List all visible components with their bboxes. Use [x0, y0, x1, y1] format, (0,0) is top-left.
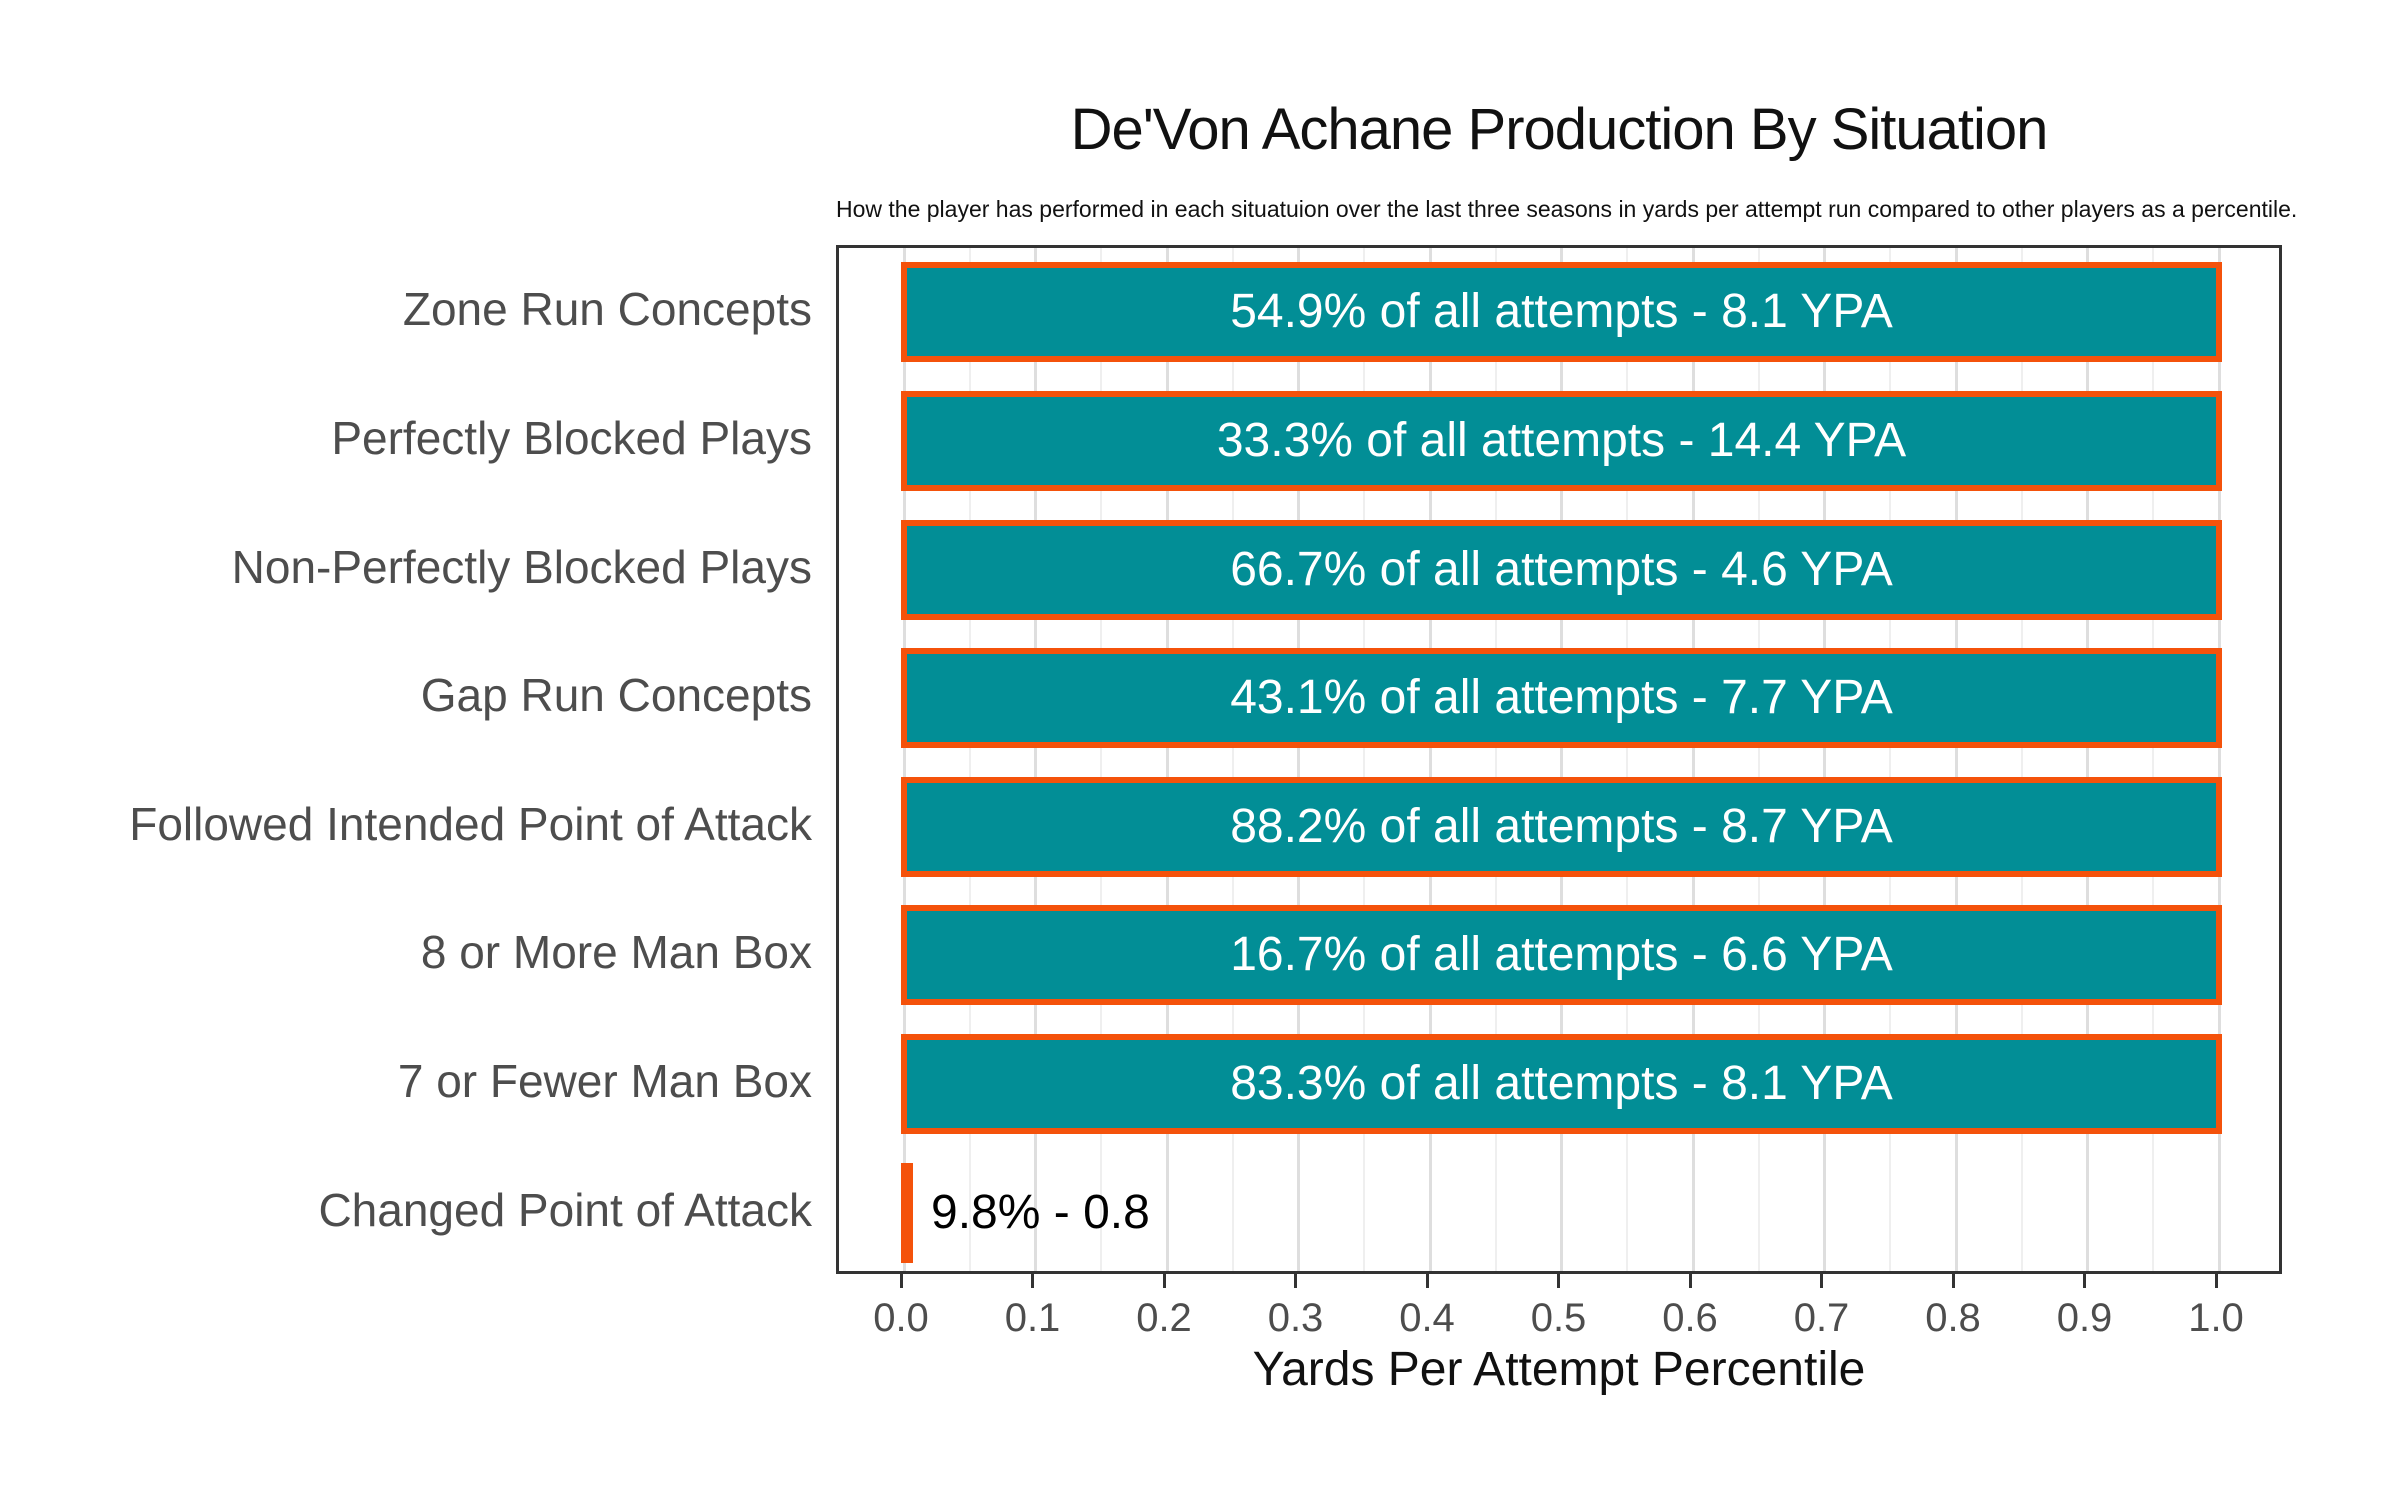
x-tick-label: 0.2 [1136, 1296, 1192, 1340]
category-label: Zone Run Concepts [402, 283, 812, 336]
gridline-major [1560, 248, 1563, 1271]
category-label: 7 or Fewer Man Box [397, 1055, 812, 1108]
gridline-major [1165, 248, 1169, 1271]
bar-non-perfectly-blocked-plays [901, 519, 2222, 620]
bar-changed-point-of-attack [901, 1162, 913, 1263]
x-tick-label: 0.4 [1399, 1296, 1455, 1340]
bar-perfectly-blocked-plays [901, 390, 2222, 491]
chart-subtitle: How the player has performed in each sit… [836, 196, 2298, 222]
x-tick-mark [1162, 1274, 1166, 1288]
x-tick-label: 0.3 [1267, 1296, 1324, 1340]
x-tick-label: 0.8 [1925, 1296, 1981, 1340]
gridline-major [1034, 248, 1037, 1271]
x-tick-mark [1688, 1274, 1692, 1288]
chart-title: De'Von Achane Production By Situation [1070, 97, 2049, 162]
gridline-major [902, 248, 906, 1271]
x-tick-label: 0.9 [2056, 1296, 2113, 1340]
category-label: Followed Intended Point of Attack [129, 797, 812, 850]
gridline-major [1823, 248, 1826, 1271]
bar-gap-run-concepts [901, 648, 2222, 749]
x-tick-label: 0.0 [873, 1296, 929, 1340]
x-tick-mark [1031, 1274, 1034, 1288]
x-tick-mark [2083, 1274, 2086, 1288]
bar-value-label: 33.3% of all attempts - 14.4 YPA [1216, 413, 1907, 467]
x-tick-mark [1820, 1274, 1823, 1288]
bar-value-label: 43.1% of all attempts - 7.7 YPA [1230, 671, 1893, 725]
gridline-major [1428, 248, 1432, 1271]
bar-value-label: 9.8% - 0.8 [931, 1185, 1150, 1239]
x-tick-label: 0.5 [1530, 1296, 1587, 1340]
chart-subtitle-wrap: How the player has performed in each sit… [836, 196, 2297, 223]
gridline-minor [1494, 248, 1497, 1271]
gridline-minor [2152, 248, 2155, 1271]
gridline-major [1954, 248, 1958, 1271]
category-label: Gap Run Concepts [420, 669, 812, 722]
x-tick-mark [1294, 1274, 1297, 1288]
bar-value-label: 83.3% of all attempts - 8.1 YPA [1230, 1057, 1893, 1111]
gridline-major [1297, 248, 1300, 1271]
bar-8-or-more-man-box [901, 905, 2222, 1006]
x-tick-label: 1.0 [2188, 1296, 2244, 1340]
bar-value-label: 66.7% of all attempts - 4.6 YPA [1230, 542, 1893, 596]
bar-value-label: 88.2% of all attempts - 8.7 YPA [1230, 799, 1893, 853]
category-label: Changed Point of Attack [318, 1183, 812, 1236]
gridline-minor [1889, 248, 1892, 1271]
gridline-minor [2020, 248, 2023, 1271]
category-label: Non-Perfectly Blocked Plays [231, 540, 812, 593]
x-tick-mark [1951, 1274, 1955, 1288]
gridline-minor [1100, 248, 1103, 1271]
gridline-minor [1626, 248, 1629, 1271]
gridline-minor [1231, 248, 1234, 1271]
x-tick-mark [899, 1274, 903, 1288]
x-tick-label: 0.6 [1662, 1296, 1718, 1340]
gridline-major [2217, 248, 2221, 1271]
bar-value-label: 16.7% of all attempts - 6.6 YPA [1230, 928, 1893, 982]
gridline-major [2086, 248, 2089, 1271]
plot-panel: 54.9% of all attempts - 8.1 YPA 33.3% of … [836, 245, 2282, 1274]
x-tick-mark [2214, 1274, 2218, 1288]
gridline-minor [1757, 248, 1760, 1271]
bar-zone-run-concepts [901, 262, 2222, 363]
x-tick-mark [1557, 1274, 1560, 1288]
bar-value-label: 54.9% of all attempts - 8.1 YPA [1230, 285, 1893, 339]
gridline-minor [1363, 248, 1366, 1271]
bar-7-or-fewer-man-box [901, 1034, 2222, 1135]
x-tick-mark [1425, 1274, 1429, 1288]
x-tick-label: 0.7 [1793, 1296, 1850, 1340]
x-axis-title: Yards Per Attempt Percentile [1252, 1343, 1866, 1396]
category-label: Perfectly Blocked Plays [331, 411, 812, 464]
category-label: 8 or More Man Box [420, 926, 812, 979]
gridline-major [1691, 248, 1695, 1271]
bar-followed-intended-point-of-attack [901, 776, 2222, 877]
x-tick-label: 0.1 [1004, 1296, 1061, 1340]
gridline-minor [968, 248, 971, 1271]
